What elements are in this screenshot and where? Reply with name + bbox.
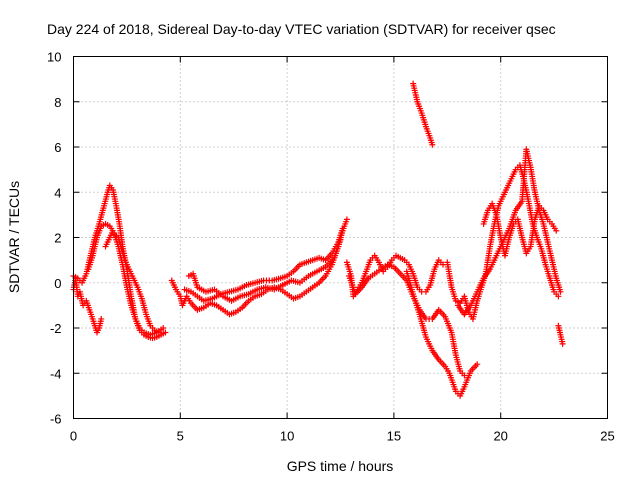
series-trace-c	[85, 220, 167, 338]
x-tick-label: 0	[70, 429, 77, 444]
series-trace-d	[102, 229, 162, 336]
y-tick-label: -4	[50, 366, 62, 381]
data-point	[555, 293, 562, 300]
data-point	[429, 141, 436, 148]
data-point	[155, 329, 162, 336]
data-point	[98, 315, 105, 322]
y-tick-label: 0	[54, 276, 61, 291]
series-trace-o	[555, 322, 566, 347]
axis-ticks: 0 5 10 15 20 25 -6 -4 -2 0 2 4 6 8 10	[47, 50, 615, 444]
data-point	[474, 361, 481, 368]
y-tick-label: -6	[50, 412, 62, 427]
y-tick-label: -2	[50, 321, 62, 336]
data-point	[337, 236, 344, 243]
x-tick-label: 5	[177, 429, 184, 444]
series-trace-k	[410, 80, 436, 148]
data-point	[557, 288, 564, 295]
y-tick-label: 6	[54, 140, 61, 155]
data-point	[339, 225, 346, 232]
data-point	[160, 325, 167, 331]
data-point	[559, 340, 566, 347]
series-trace-g	[185, 236, 344, 304]
y-tick-label: 2	[54, 231, 61, 246]
x-tick-label: 25	[600, 429, 614, 444]
grid	[73, 56, 608, 419]
series-trace-a	[70, 275, 105, 336]
series-trace-i	[346, 261, 468, 379]
y-tick-label: 8	[54, 95, 61, 110]
series-trace-e	[168, 216, 350, 318]
series-trace-j	[403, 268, 481, 399]
data-point	[343, 216, 350, 223]
series-trace-n	[480, 200, 560, 259]
y-axis-label: SDTVAR / TECUs	[6, 181, 22, 293]
x-axis-label: GPS time / hours	[287, 458, 394, 474]
x-tick-label: 15	[387, 429, 401, 444]
series-trace-m	[454, 146, 564, 318]
y-tick-label: 10	[47, 50, 61, 65]
plot-frame	[73, 56, 608, 419]
chart-title: Day 224 of 2018, Sidereal Day-to-day VTE…	[47, 21, 556, 37]
y-tick-label: 4	[54, 185, 61, 200]
data-point	[162, 329, 169, 336]
data-point	[553, 227, 560, 234]
x-tick-label: 10	[280, 429, 294, 444]
data-points	[70, 80, 566, 399]
x-tick-label: 20	[493, 429, 507, 444]
